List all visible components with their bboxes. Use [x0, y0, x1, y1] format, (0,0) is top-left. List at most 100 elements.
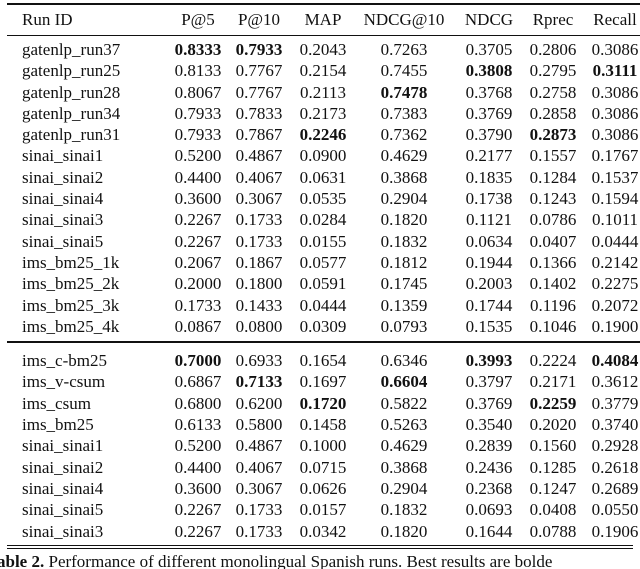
metric-cell: 0.1720 — [299, 393, 347, 413]
metric-cell: 0.7362 — [380, 125, 428, 145]
metric-cell: 0.0444 — [299, 295, 347, 315]
paper-table-page: Run ID P@5 P@10 MAP NDCG@10 NDCG Rprec Recall g… — [0, 3, 640, 569]
table-row: sinai_sinai5 0.2267 0.1733 0.0155 0.1832 0.06… — [7, 231, 640, 252]
metric-cell: 0.3086 — [591, 82, 639, 102]
col-header-ndcg: NDCG — [464, 10, 514, 29]
metric-cell: 0.2267 — [174, 231, 222, 251]
metric-cell: 0.6933 — [235, 351, 283, 371]
metric-cell: 0.2904 — [380, 189, 428, 209]
metric-cell: 0.3808 — [465, 61, 513, 81]
metric-cell: 0.5200 — [174, 436, 222, 456]
metric-cell: 0.3705 — [465, 40, 513, 59]
metric-cell: 0.1537 — [591, 167, 639, 187]
metric-cell: 0.3086 — [591, 125, 639, 145]
metric-cell: 0.7767 — [235, 82, 283, 102]
run-id-cell: ims_csum — [22, 393, 91, 413]
metric-cell: 0.7263 — [380, 40, 428, 59]
metric-cell: 0.3740 — [591, 415, 639, 435]
metric-cell: 0.3067 — [235, 189, 283, 209]
metric-cell: 0.3769 — [465, 393, 513, 413]
metric-cell: 0.3790 — [465, 125, 513, 145]
metric-cell: 0.2142 — [591, 252, 639, 272]
metric-cell: 0.0715 — [299, 457, 347, 477]
table-row: sinai_sinai4 0.3600 0.3067 0.0535 0.2904 0.17… — [7, 188, 640, 209]
table-caption-text: Performance of different monolingual Spa… — [44, 552, 553, 569]
table-row: sinai_sinai5 0.2267 0.1733 0.0157 0.1832 0.06… — [7, 499, 640, 520]
run-id-cell: gatenlp_run25 — [22, 61, 121, 81]
metric-cell: 0.0550 — [591, 500, 639, 520]
metric-cell: 0.3797 — [465, 372, 513, 392]
metric-cell: 0.1243 — [529, 189, 577, 209]
metric-cell: 0.1697 — [299, 372, 347, 392]
metric-cell: 0.0342 — [299, 521, 347, 541]
metric-cell: 0.2154 — [299, 61, 347, 81]
metric-cell: 0.1359 — [380, 295, 428, 315]
metric-cell: 0.0157 — [299, 500, 347, 520]
metric-cell: 0.1835 — [465, 167, 513, 187]
metric-cell: 0.1832 — [380, 500, 428, 520]
results-table-header: Run ID P@5 P@10 MAP NDCG@10 NDCG Rprec Recall — [7, 4, 640, 36]
metric-cell: 0.2072 — [591, 295, 639, 315]
metric-cell: 0.2113 — [299, 82, 347, 102]
metric-cell: 0.2795 — [529, 61, 577, 81]
metric-cell: 0.2224 — [529, 351, 577, 371]
metric-cell: 0.1247 — [529, 478, 577, 498]
metric-cell: 0.7455 — [380, 61, 428, 81]
metric-cell: 0.3769 — [465, 103, 513, 123]
metric-cell: 0.6200 — [235, 393, 283, 413]
metric-cell: 0.1654 — [299, 351, 347, 371]
col-header-p-10: P@10 — [237, 10, 281, 29]
metric-cell: 0.0634 — [465, 231, 513, 251]
metric-cell: 0.0577 — [299, 252, 347, 272]
metric-cell: 0.2067 — [174, 252, 222, 272]
header-row: Run ID P@5 P@10 MAP NDCG@10 NDCG Rprec Recall — [7, 4, 640, 36]
run-id-cell: sinai_sinai2 — [22, 457, 104, 477]
metric-cell: 0.3868 — [380, 457, 428, 477]
table-bottom-double-rule — [7, 544, 633, 550]
metric-cell: 0.0408 — [529, 500, 577, 520]
metric-cell: 0.6346 — [380, 351, 428, 371]
metric-cell: 0.2020 — [529, 415, 577, 435]
metric-cell: 0.2873 — [529, 125, 577, 145]
metric-cell: 0.1402 — [529, 274, 577, 294]
metric-cell: 0.7383 — [380, 103, 428, 123]
metric-cell: 0.2259 — [529, 393, 577, 413]
metric-cell: 0.3868 — [380, 167, 428, 187]
metric-cell: 0.2368 — [465, 478, 513, 498]
metric-cell: 0.7867 — [235, 125, 283, 145]
table-row: ims_c-bm25 0.7000 0.6933 0.1654 0.6346 0.3993… — [7, 342, 640, 371]
metric-cell: 0.1046 — [529, 316, 577, 336]
metric-cell: 0.3600 — [174, 189, 222, 209]
run-id-cell: sinai_sinai3 — [22, 521, 104, 541]
metric-cell: 0.3993 — [465, 351, 513, 371]
metric-cell: 0.1121 — [465, 210, 513, 230]
metric-cell: 0.0535 — [299, 189, 347, 209]
metric-cell: 0.0631 — [299, 167, 347, 187]
run-id-cell: sinai_sinai1 — [22, 436, 104, 456]
col-header-map: MAP — [304, 10, 342, 29]
metric-cell: 0.2267 — [174, 210, 222, 230]
metric-cell: 0.1560 — [529, 436, 577, 456]
metric-cell: 0.1733 — [235, 231, 283, 251]
metric-cell: 0.7933 — [174, 103, 222, 123]
metric-cell: 0.2758 — [529, 82, 577, 102]
run-id-cell: sinai_sinai4 — [22, 189, 104, 209]
metric-cell: 0.3768 — [465, 82, 513, 102]
metric-cell: 0.4067 — [235, 457, 283, 477]
metric-cell: 0.1458 — [299, 415, 347, 435]
metric-cell: 0.2246 — [299, 125, 347, 145]
metric-cell: 0.0591 — [299, 274, 347, 294]
metric-cell: 0.1366 — [529, 252, 577, 272]
metric-cell: 0.1867 — [235, 252, 283, 272]
run-id-cell: sinai_sinai5 — [22, 500, 104, 520]
metric-cell: 0.7478 — [380, 82, 428, 102]
metric-cell: 0.5200 — [174, 146, 222, 166]
metric-cell: 0.7833 — [235, 103, 283, 123]
run-id-cell: sinai_sinai2 — [22, 167, 104, 187]
metric-cell: 0.3540 — [465, 415, 513, 435]
metric-cell: 0.1557 — [529, 146, 577, 166]
metric-cell: 0.0626 — [299, 478, 347, 498]
metric-cell: 0.1535 — [465, 316, 513, 336]
table-row: ims_v-csum 0.6867 0.7133 0.1697 0.6604 0.3797… — [7, 371, 640, 392]
metric-cell: 0.0788 — [529, 521, 577, 541]
